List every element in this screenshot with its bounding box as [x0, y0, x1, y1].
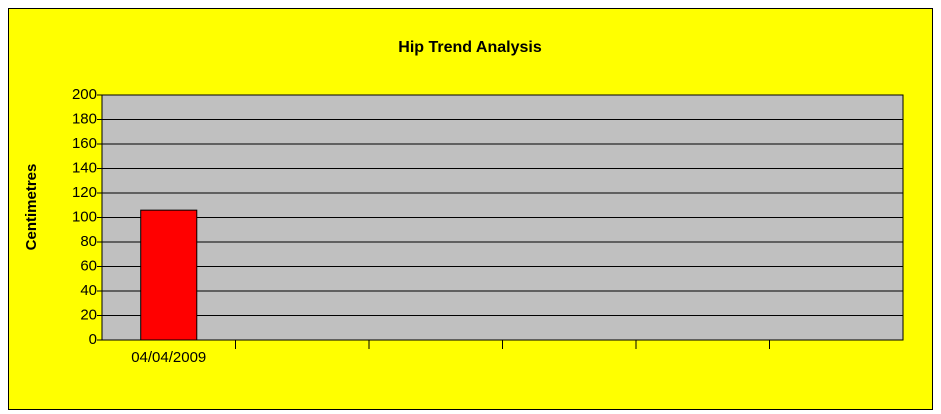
- y-tick-label: 100: [72, 208, 97, 225]
- y-tick-label: 40: [80, 282, 97, 299]
- x-tick-label: 04/04/2009: [131, 349, 206, 366]
- y-tick-label: 180: [72, 110, 97, 127]
- y-tick-label: 120: [72, 184, 97, 201]
- y-tick-label: 80: [80, 233, 97, 250]
- bar: [140, 209, 198, 341]
- y-tick-label: 200: [72, 86, 97, 103]
- y-tick-label: 0: [89, 331, 97, 348]
- y-axis-title: Centimetres: [23, 164, 40, 251]
- y-tick-label: 140: [72, 159, 97, 176]
- chart-title: Hip Trend Analysis: [398, 39, 542, 56]
- y-tick-label: 160: [72, 135, 97, 152]
- y-tick-label: 60: [80, 257, 97, 274]
- y-tick-label: 20: [80, 306, 97, 323]
